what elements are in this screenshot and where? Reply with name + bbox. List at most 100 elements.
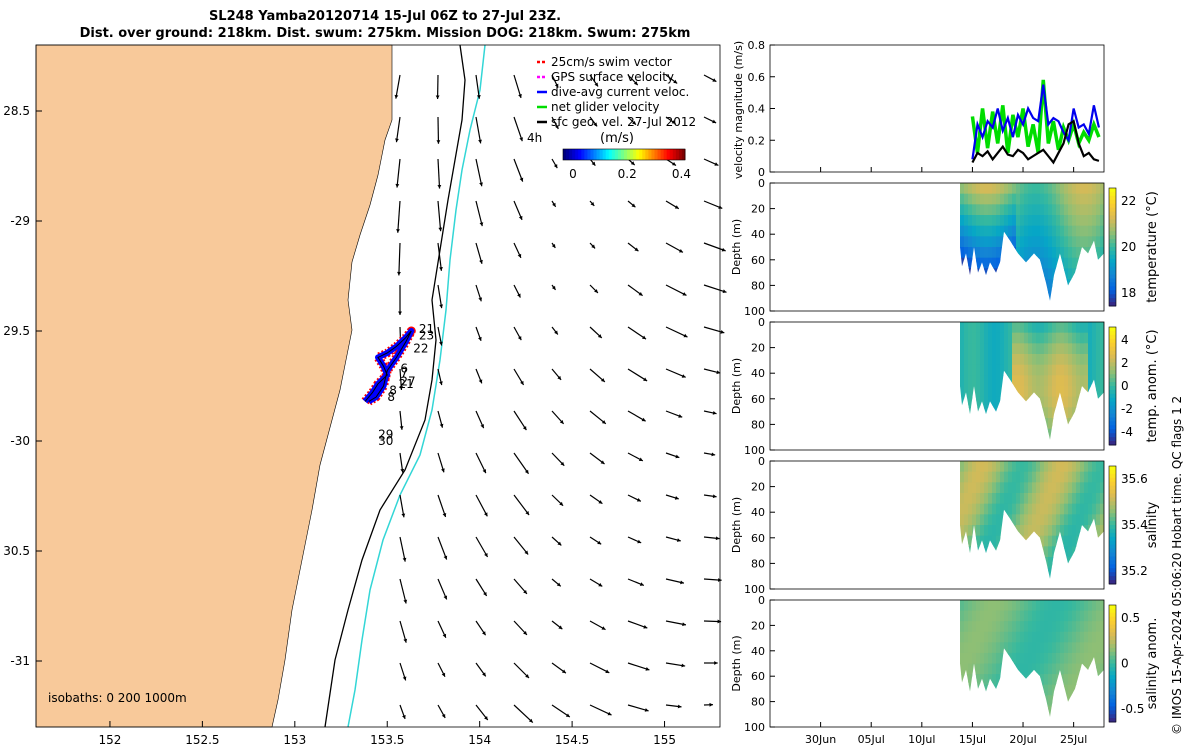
profile-cell — [1000, 193, 1005, 205]
profile-cell — [1052, 354, 1057, 366]
profile-cell — [1024, 482, 1029, 494]
profile-cell — [984, 535, 989, 547]
profile-cell — [1056, 364, 1061, 376]
profile-colorbar-cell — [1109, 632, 1116, 637]
profile-cell — [1052, 610, 1057, 622]
profile-cell — [964, 471, 969, 483]
profile-cell — [1044, 471, 1049, 483]
current-arrowhead — [441, 713, 446, 718]
profile-cell — [1036, 204, 1041, 216]
profile-cell — [968, 183, 973, 195]
profile-cell — [992, 332, 997, 344]
profile-cell — [964, 461, 969, 473]
profile-cell — [980, 663, 985, 675]
profile-cell — [1088, 610, 1093, 622]
profile-cell — [1044, 493, 1049, 505]
profile-cell — [1040, 471, 1045, 483]
profile-cell — [1024, 193, 1029, 205]
current-arrowhead — [594, 82, 599, 87]
profile-cell — [1092, 621, 1097, 633]
current-arrowhead — [483, 591, 487, 596]
profile-cell — [1024, 514, 1029, 526]
profile-cell — [984, 215, 989, 227]
current-arrow — [703, 242, 726, 252]
profile-cell — [984, 514, 989, 526]
profile-colorbar-cell — [1109, 270, 1116, 276]
profile-cell — [996, 322, 1001, 334]
profile-cell — [1036, 375, 1041, 387]
profile-cell — [1044, 621, 1049, 633]
profile-cell — [1088, 193, 1093, 205]
profile-cell — [992, 493, 997, 505]
profile-cell — [1072, 493, 1077, 505]
legend-entry: net glider velocity — [551, 100, 659, 114]
profile-cell — [1100, 514, 1104, 526]
profile-cell — [984, 631, 989, 643]
profile-cell — [976, 204, 981, 216]
profile-cell — [1084, 461, 1089, 473]
profile-cell — [1056, 386, 1061, 398]
profile-cell — [1072, 375, 1077, 387]
current-arrowhead — [637, 539, 642, 544]
profile-cell — [992, 652, 997, 665]
profile-cell — [1020, 493, 1025, 505]
profile-cell — [1056, 652, 1061, 665]
profile-cell — [1044, 663, 1049, 675]
profile-cell — [1008, 610, 1013, 622]
profile-colorbar-tick: 35.6 — [1121, 472, 1148, 486]
profile-colorbar-cell — [1109, 258, 1116, 264]
profile-cell — [984, 257, 989, 269]
profile-cell — [1064, 663, 1069, 675]
profile-cell — [1064, 482, 1069, 494]
profile-cell — [988, 621, 993, 633]
current-arrowhead — [682, 292, 687, 296]
profile-cell — [1048, 684, 1053, 696]
profile-cell — [1068, 546, 1073, 558]
profile-colorbar-cell — [1109, 409, 1116, 415]
current-arrowhead — [557, 375, 562, 380]
profile-cell — [980, 461, 985, 473]
profile-cell — [1096, 631, 1101, 643]
profile-cell — [1016, 631, 1021, 643]
profile-cell — [1080, 375, 1085, 387]
current-arrowhead — [442, 633, 447, 638]
profile-y-tick-label: 60 — [751, 393, 765, 406]
profile-cell — [1060, 215, 1065, 227]
map-colorbar-cell — [672, 149, 677, 160]
profile-cell — [1100, 354, 1104, 366]
profile-cell — [1052, 268, 1057, 280]
profile-cell — [1080, 493, 1085, 505]
map-colorbar-cell — [678, 149, 683, 160]
profile-colorbar-frame — [1108, 187, 1117, 307]
profile-cell — [1080, 642, 1085, 654]
profile-colorbar-cell — [1109, 469, 1116, 475]
profile-colorbar-tick: 35.4 — [1121, 518, 1148, 532]
profile-cell — [1044, 396, 1049, 408]
map-colorbar-cell — [605, 149, 610, 160]
profile-cell — [1056, 204, 1061, 216]
profile-cell — [1068, 503, 1073, 515]
profile-cell — [1032, 183, 1037, 195]
profile-cell — [996, 375, 1001, 387]
current-arrowhead — [593, 122, 598, 127]
profile-cell — [1036, 663, 1041, 675]
profile-cell — [964, 354, 969, 366]
profile-frame — [769, 460, 1105, 590]
profile-cell — [1044, 684, 1049, 696]
profile-colorbar-cell — [1109, 239, 1116, 244]
profile-cell — [976, 193, 981, 205]
profile-cell — [1020, 514, 1025, 526]
profile-cell — [1012, 215, 1017, 227]
map-colorbar-tick: 0 — [569, 167, 577, 181]
current-arrow — [513, 74, 522, 99]
profile-cell — [964, 482, 969, 494]
profile-cell — [1088, 332, 1093, 344]
profile-cell — [1096, 652, 1101, 665]
profile-cell — [1076, 514, 1081, 526]
profile-cell — [1052, 600, 1057, 612]
profile-cell — [1040, 247, 1045, 259]
profile-y-tick-label: 80 — [751, 279, 765, 292]
profile-cell — [1012, 482, 1017, 494]
profile-frame — [769, 599, 1105, 728]
profile-cell — [1048, 257, 1053, 269]
